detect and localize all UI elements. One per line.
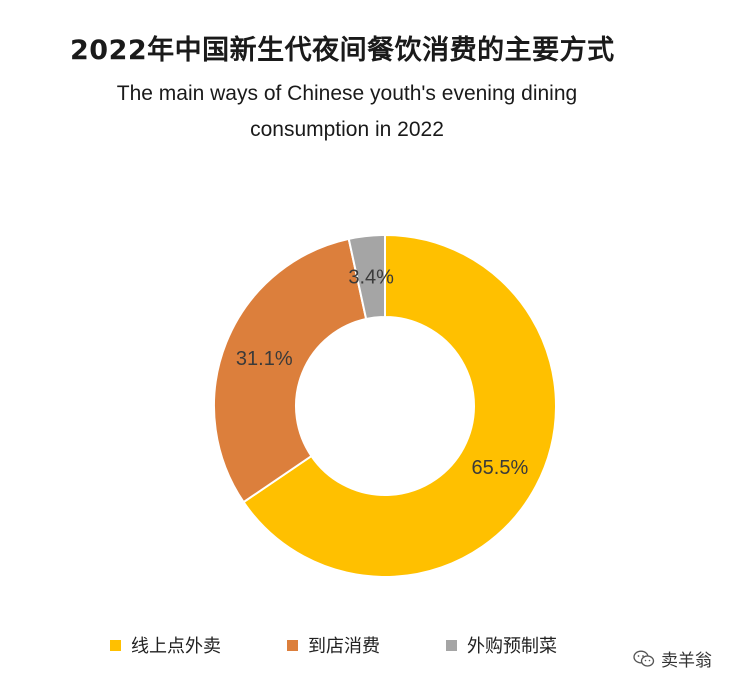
legend-label-online-delivery: 线上点外卖 (131, 636, 221, 657)
legend-swatch-prepared-food (446, 639, 457, 651)
watermark-text: 卖羊翁 (661, 651, 712, 671)
legend-item-in-store: 到店消费 (287, 632, 380, 658)
slice-value-label-prepared-food: 3.4% (348, 267, 394, 289)
slice-value-label-in-store: 31.1% (236, 348, 293, 370)
legend-swatch-online-delivery (110, 639, 121, 651)
watermark: 卖羊翁 (633, 646, 712, 671)
slice-value-label-online-delivery: 65.5% (472, 457, 529, 479)
chart-subtitle: The main ways of Chinese youth's evening… (0, 76, 694, 148)
chart-title: 2022年中国新生代夜间餐饮消费的主要方式 (70, 35, 615, 66)
chart-subtitle-line-1: The main ways of Chinese youth's evening… (116, 82, 578, 105)
donut-slice-prepared-food (347, 233, 386, 321)
legend: 线上点外卖 到店消费 外购预制菜 (110, 632, 623, 658)
wechat-icon (633, 650, 655, 667)
legend-item-online-delivery: 线上点外卖 (110, 632, 221, 658)
donut-slice-online-delivery (242, 233, 557, 578)
legend-item-prepared-food: 外购预制菜 (446, 632, 557, 658)
chart-subtitle-line-2: consumption in 2022 (250, 118, 444, 141)
legend-swatch-in-store (287, 639, 298, 651)
legend-label-in-store: 到店消费 (308, 636, 380, 657)
legend-label-prepared-food: 外购预制菜 (467, 636, 557, 657)
donut-slice-in-store (213, 237, 368, 504)
